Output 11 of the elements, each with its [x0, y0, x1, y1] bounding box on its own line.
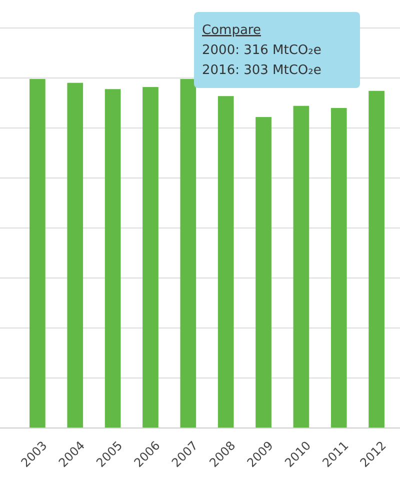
- tooltip-box: Compare 2000: 316 MtCO₂e 2016: 303 MtCO₂e: [194, 12, 360, 88]
- bar: [330, 108, 347, 428]
- bar: [104, 89, 121, 428]
- bar: [180, 79, 196, 428]
- bar: [142, 87, 158, 428]
- bar: [293, 106, 310, 428]
- bar: [218, 96, 234, 428]
- bar: [67, 82, 84, 428]
- bar: [368, 90, 384, 428]
- bar: [256, 117, 272, 428]
- bar: [30, 79, 46, 428]
